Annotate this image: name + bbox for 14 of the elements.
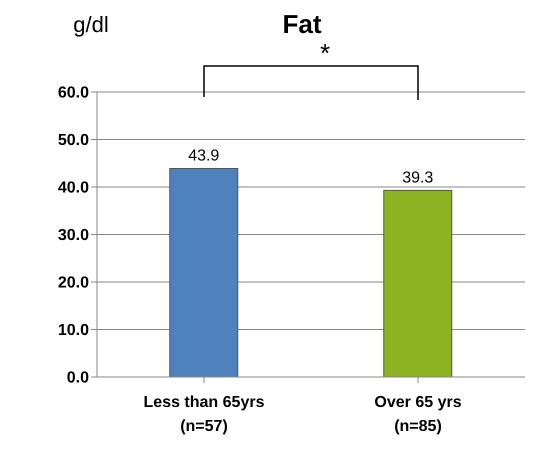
y-tick-label: 50.0 — [58, 132, 90, 150]
y-tick-label: 30.0 — [58, 227, 90, 244]
text: * — [320, 38, 330, 68]
chart-title: Fat — [282, 9, 322, 39]
y-tick-label: 10.0 — [58, 322, 90, 340]
x-tick-label: Over 65 yrs (n=85) — [374, 394, 462, 435]
y-tick-label: 60.0 — [58, 84, 90, 102]
y-tick-label: 40.0 — [58, 180, 90, 197]
data-label: 39.3 — [402, 169, 434, 186]
x-tick-label: Less than 65yrs (n=57) — [144, 394, 265, 435]
y-axis-title: g/dl — [73, 12, 109, 37]
y-tick-label: 0.0 — [66, 370, 90, 387]
data-label: 43.9 — [188, 147, 220, 164]
y-tick-label: 20.0 — [58, 274, 90, 292]
